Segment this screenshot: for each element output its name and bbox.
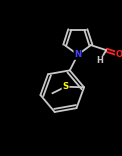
- Text: O: O: [116, 50, 122, 59]
- Text: N: N: [74, 50, 81, 59]
- Text: H: H: [96, 56, 103, 65]
- Text: S: S: [62, 82, 69, 91]
